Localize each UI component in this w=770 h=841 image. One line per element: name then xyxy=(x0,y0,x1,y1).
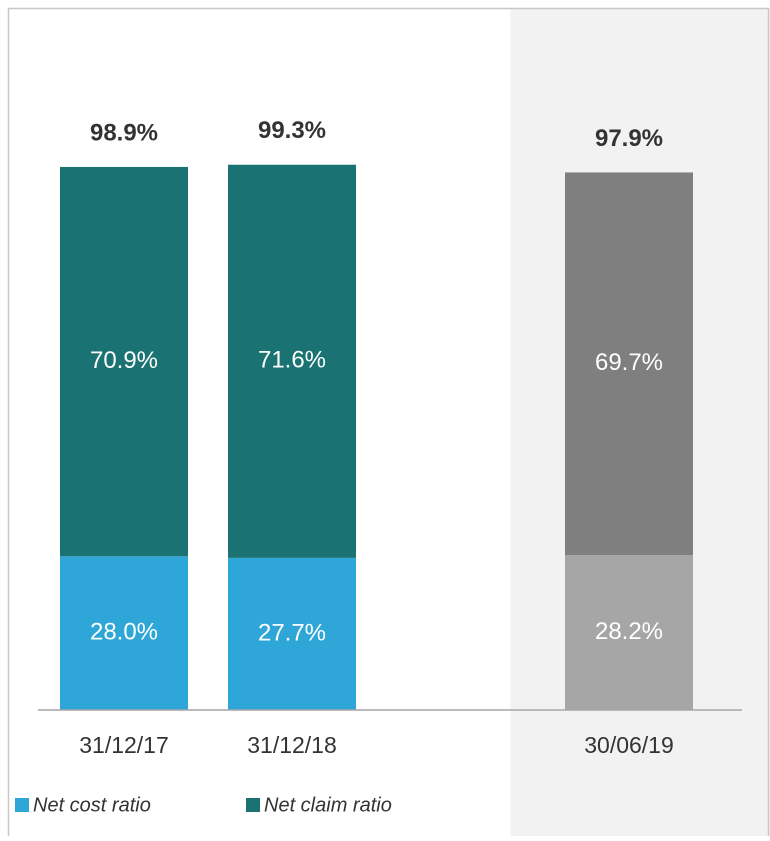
x-tick-label: 31/12/18 xyxy=(247,732,337,758)
total-label: 99.3% xyxy=(258,117,326,144)
legend-swatch xyxy=(246,798,260,812)
legend-label: Net cost ratio xyxy=(33,794,151,816)
segment-label: 27.7% xyxy=(258,619,326,646)
legend-swatch xyxy=(15,798,29,812)
total-label: 98.9% xyxy=(90,119,158,146)
segment-label: 28.2% xyxy=(595,618,663,645)
legend-label: Net claim ratio xyxy=(264,794,392,816)
x-tick-label: 31/12/17 xyxy=(79,732,169,758)
x-tick-label: 30/06/19 xyxy=(584,732,674,758)
total-label: 97.9% xyxy=(595,125,663,152)
segment-label: 69.7% xyxy=(595,349,663,376)
segment-label: 71.6% xyxy=(258,347,326,374)
segment-label: 70.9% xyxy=(90,347,158,374)
segment-label: 28.0% xyxy=(90,618,158,645)
